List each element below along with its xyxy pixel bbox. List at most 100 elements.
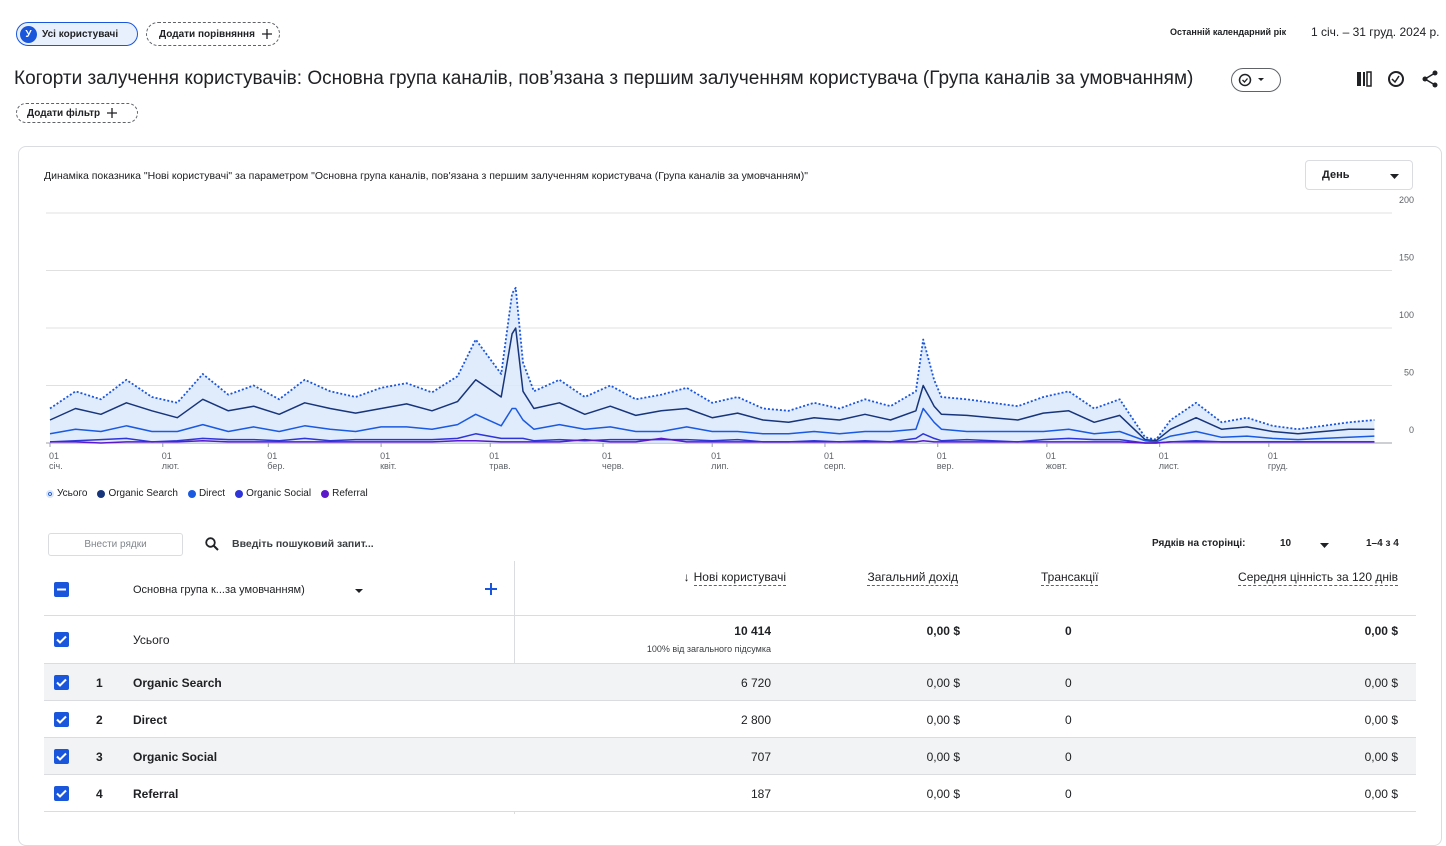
status-icon [1238, 73, 1264, 87]
granularity-select[interactable]: День [1305, 160, 1413, 190]
row-new-users: 2 800 [740, 713, 771, 727]
date-label: Останній календарний рік [1170, 27, 1287, 37]
y-tick-label: 200 [1399, 195, 1414, 205]
row-new-users: 6 720 [740, 676, 771, 690]
revenue-header[interactable]: Загальний дохід [867, 570, 958, 586]
totals-revenue: 0,00 $ [926, 624, 960, 638]
totals-share: 100% від загального підсумка [646, 644, 771, 654]
table-header: Основна група к...за умовчанням) ↓ Нові к… [44, 561, 1416, 814]
add-filter[interactable]: Додати фільтр [16, 103, 138, 123]
x-tick-label: 01 серп. [823, 451, 846, 471]
dropdown-arrow [1390, 174, 1399, 179]
row-new-users: 707 [750, 750, 771, 764]
row-transactions: 0 [1065, 676, 1072, 690]
legend-swatch [235, 489, 244, 498]
row-transactions: 0 [1065, 787, 1072, 801]
row-checkbox[interactable] [54, 786, 69, 801]
x-tick-label: 01 січ. [49, 451, 63, 471]
table-row: 2 Direct 2 800 0,00 $ 0 0,00 $ [44, 701, 1416, 738]
x-tick-label: 01 лют. [161, 451, 180, 471]
row-index: 2 [96, 713, 103, 727]
chart-title: Динаміка показника "Нові користувачі" за… [44, 170, 808, 182]
toolbar-icons [1357, 70, 1438, 88]
row-checkbox[interactable] [54, 749, 69, 764]
add-dimension[interactable] [484, 582, 498, 596]
dimension-header[interactable]: Основна група к...за умовчанням) [133, 584, 305, 596]
legend-item[interactable]: Referral [321, 488, 368, 499]
row-revenue: 0,00 $ [926, 676, 960, 690]
series-line [50, 437, 1375, 444]
segment-initial: У [20, 25, 37, 43]
legend: Усього Organic Search Direct Organic Social… [46, 488, 368, 499]
row-revenue: 0,00 $ [926, 750, 960, 764]
x-tick-label: 01 бер. [267, 451, 285, 471]
x-tick-label: 01 лип. [711, 451, 729, 471]
row-channel: Referral [133, 787, 179, 801]
y-tick-label: 50 [1404, 368, 1414, 378]
legend-swatch [97, 489, 106, 498]
page: { "header": {"segment_initial": "У", "se… [14, 22, 1442, 846]
transactions-header[interactable]: Трансакції [1041, 570, 1099, 586]
row-channel: Organic Social [133, 750, 218, 764]
new-users-header[interactable]: ↓ Нові користувачі [683, 570, 786, 586]
x-tick-label: 01 квіт. [380, 451, 397, 471]
date-range[interactable]: 1 січ. – 31 груд. 2024 р. [1311, 25, 1440, 39]
row-value: 0,00 $ [1364, 713, 1398, 727]
x-tick-label: 01 вер. [936, 451, 954, 471]
area [50, 287, 1375, 443]
row-new-users: 187 [750, 787, 771, 801]
series-line [49, 327, 1375, 442]
legend-label: Organic Social [246, 488, 312, 499]
segment-chip[interactable]: У Усі користувачі [16, 22, 138, 46]
add-comparison[interactable]: Додати порівняння [146, 22, 280, 46]
row-channel: Direct [133, 713, 168, 727]
totals-transactions: 0 [1065, 624, 1072, 638]
y-tick-label: 150 [1399, 253, 1414, 263]
row-checkbox[interactable] [54, 632, 69, 647]
row-revenue: 0,00 $ [926, 787, 960, 801]
row-transactions: 0 [1065, 713, 1072, 727]
legend-label: Referral [332, 488, 368, 499]
legend-item[interactable]: Organic Social [235, 488, 311, 499]
select-all-checkbox[interactable] [54, 582, 69, 597]
row-value: 0,00 $ [1364, 787, 1398, 801]
segment-label: Усі користувачі [42, 28, 119, 40]
plus-icon [261, 29, 272, 39]
row-value: 0,00 $ [1364, 750, 1398, 764]
x-tick-label: 01 груд. [1267, 451, 1288, 471]
x-tick-label: 01 трав. [489, 451, 511, 471]
y-tick-label: 0 [1409, 425, 1414, 435]
value-header[interactable]: Середня цінність за 120 днів [1238, 570, 1398, 586]
legend-item[interactable]: Organic Search [97, 488, 178, 499]
totals-value: 0,00 $ [1364, 624, 1398, 638]
totals-label: Усього [133, 633, 170, 647]
table-row: 4 Referral 187 0,00 $ 0 0,00 $ [44, 775, 1416, 812]
row-revenue: 0,00 $ [926, 713, 960, 727]
legend-swatch [321, 489, 330, 498]
row-index: 4 [96, 787, 103, 801]
legend-item[interactable]: Усього [46, 488, 87, 499]
search-icon [205, 537, 219, 551]
row-checkbox[interactable] [54, 712, 69, 727]
row-checkbox[interactable] [54, 675, 69, 690]
add-rows-button[interactable]: Внести рядки [48, 533, 183, 556]
totals-row: Усього 10 414 100% від загального підсум… [44, 616, 1416, 664]
legend-label: Усього [57, 488, 88, 499]
status-chip[interactable] [1231, 68, 1281, 92]
legend-swatch [46, 489, 54, 498]
row-channel: Organic Search [133, 676, 222, 690]
search-input[interactable]: Введіть пошуковий запит... [232, 538, 374, 550]
add-comparison-label: Додати порівняння [159, 28, 255, 40]
totals-new-users: 10 414 [734, 624, 771, 638]
table-row: 3 Organic Social 707 0,00 $ 0 0,00 $ [44, 738, 1416, 775]
granularity-label: День [1322, 169, 1350, 181]
rows-per-page[interactable]: 10 [1280, 538, 1292, 549]
legend-item[interactable]: Direct [187, 488, 225, 499]
add-filter-label: Додати фільтр [27, 107, 101, 119]
x-tick-label: 01 черв. [602, 451, 624, 471]
legend-swatch [187, 489, 196, 498]
x-tick-label: 01 жовт. [1045, 451, 1068, 471]
series-line [49, 286, 1375, 441]
report-title: Когорти залучення користувачів: Основна … [14, 68, 1194, 89]
row-index: 1 [96, 676, 103, 690]
